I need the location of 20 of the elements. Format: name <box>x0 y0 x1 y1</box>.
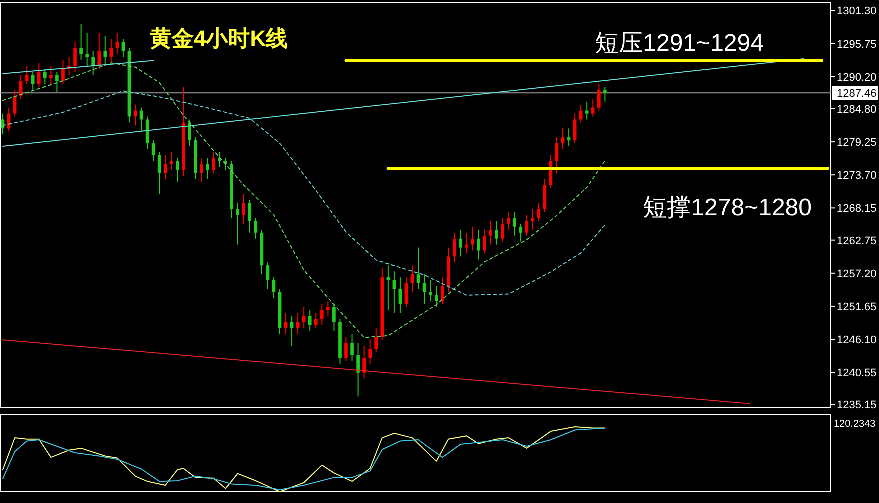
series-label: 短撑1278~1280 <box>643 194 812 222</box>
line-series <box>2 90 606 296</box>
ref-line-label: 1287.46 <box>837 88 877 100</box>
text: 120.2343 <box>834 419 876 430</box>
line-series <box>2 62 606 338</box>
y-tick-label: 1240.55 <box>837 368 877 380</box>
y-tick-label: 1295.75 <box>837 38 877 51</box>
y-tick-label: 1301.30 <box>837 6 877 18</box>
text: 黄金4小时K线 <box>149 26 288 51</box>
y-tick-label: 1246.10 <box>837 334 877 347</box>
y-tick-label: 1251.65 <box>837 301 877 314</box>
y-tick-label: 1268.15 <box>837 203 877 216</box>
series-label: 短压1291~1294 <box>595 30 764 57</box>
y-tick-label: 1257.20 <box>837 268 877 280</box>
y-tick-label: 1279.25 <box>837 137 877 150</box>
y-tick-label: 1290.20 <box>837 72 877 84</box>
y-tick-label: 1262.75 <box>837 235 877 248</box>
y-tick-label: 1235.15 <box>837 400 877 412</box>
y-tick-label: 1284.80 <box>837 104 877 116</box>
y-tick-label: 1273.70 <box>837 170 877 182</box>
